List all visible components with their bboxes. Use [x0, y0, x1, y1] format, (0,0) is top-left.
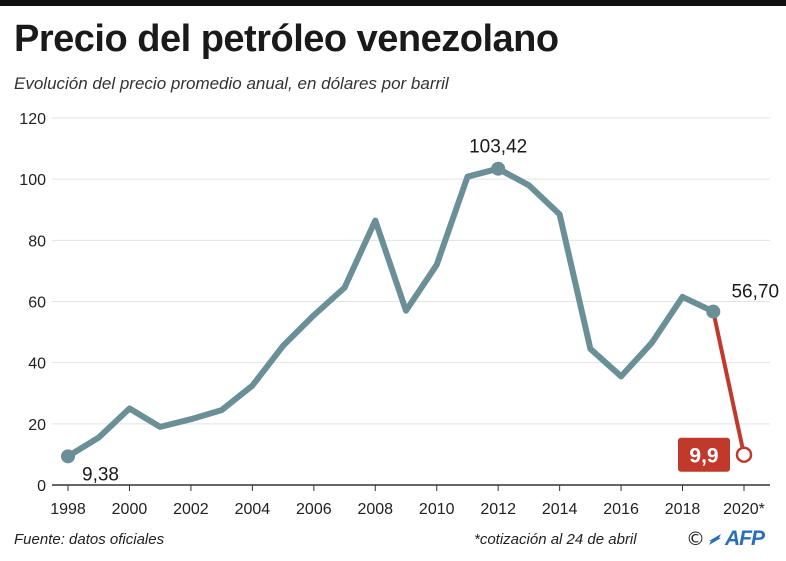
x-tick-label: 2004	[235, 501, 271, 518]
data-point-marker	[491, 161, 506, 176]
x-tick-label: 2012	[480, 501, 516, 518]
source-text: Fuente: datos oficiales	[14, 531, 165, 548]
current-price-line	[711, 309, 746, 457]
y-axis-ticks: 0 20 40 60 80 100 120	[19, 111, 46, 495]
afp-credit: © AFP	[686, 526, 765, 552]
copyright-symbol: ©	[686, 528, 705, 550]
afp-logo-text: AFP	[725, 527, 765, 550]
x-tick-label: 2008	[357, 501, 393, 518]
price-line-series	[65, 165, 717, 460]
y-tick-label: 40	[28, 356, 46, 373]
data-point-marker	[61, 449, 75, 464]
data-label-2020: 9,9	[689, 445, 718, 468]
x-tick-label: 2006	[296, 501, 332, 518]
x-tick-label: 2000	[112, 501, 148, 518]
line-chart: 0 20 40 60 80 100 120 1998 2000 2002 2004 2006 2008…	[19, 111, 779, 518]
x-tick-label: 2018	[665, 501, 701, 518]
x-tick-label: 2020*	[723, 501, 765, 518]
data-label-2020-box	[678, 437, 730, 472]
x-tick-label: 2010	[419, 501, 455, 518]
x-tick-label: 1998	[50, 501, 86, 518]
chart-title: Precio del petróleo venezolano	[14, 18, 559, 60]
y-tick-label: 20	[28, 417, 46, 434]
data-point-marker	[706, 304, 721, 319]
series-lines	[65, 165, 746, 460]
grid-lines	[52, 117, 770, 425]
y-tick-label: 0	[37, 478, 46, 495]
afp-logo-icon	[709, 534, 721, 545]
data-point-2020-marker	[735, 446, 753, 463]
data-label-2019: 56,70	[731, 282, 779, 303]
chart-subtitle: Evolución del precio promedio anual, en …	[14, 74, 449, 93]
top-bar	[0, 0, 786, 6]
data-label-1998: 9,38	[82, 464, 119, 485]
data-label-2012: 103,42	[469, 137, 527, 158]
data-labels: 9,38 103,42 56,70 9,9	[82, 137, 779, 486]
x-tick-label: 2002	[173, 501, 209, 518]
y-tick-label: 80	[28, 233, 46, 250]
x-tick-label: 2014	[542, 501, 578, 518]
y-tick-label: 100	[19, 172, 46, 189]
y-tick-label: 120	[19, 111, 46, 128]
y-tick-label: 60	[28, 295, 46, 312]
footnote-text: *cotización al 24 de abril	[474, 531, 637, 548]
data-points	[61, 161, 753, 464]
x-axis-ticks: 1998 2000 2002 2004 2006 2008 2010 2012 2014 2016…	[50, 485, 765, 518]
x-tick-label: 2016	[603, 501, 639, 518]
